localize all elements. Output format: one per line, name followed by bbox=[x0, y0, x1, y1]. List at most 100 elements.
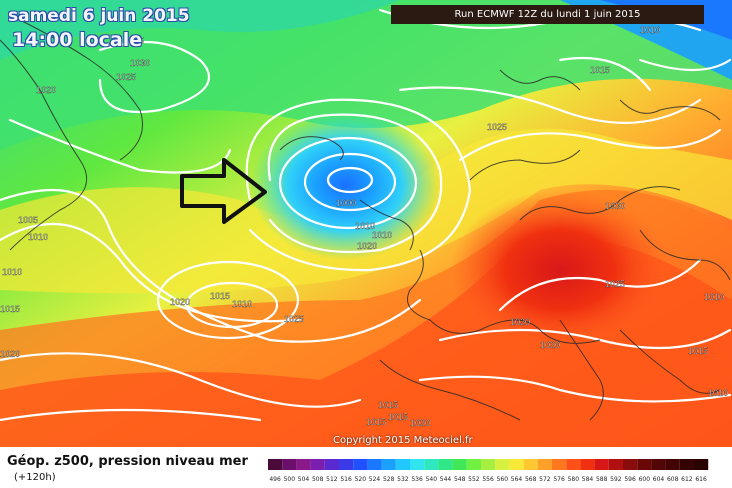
scale-swatch bbox=[310, 459, 325, 470]
scale-swatch bbox=[367, 459, 382, 470]
scale-swatch bbox=[608, 459, 623, 470]
scale-swatch bbox=[637, 459, 652, 470]
scale-swatch bbox=[339, 459, 354, 470]
scale-tick-label: 532 bbox=[397, 476, 409, 483]
scale-tick-label: 536 bbox=[411, 476, 423, 483]
scale-swatch bbox=[296, 459, 311, 470]
scale-tick-label: 576 bbox=[553, 476, 565, 483]
color-scale: 496 500 504 508 512 516 520 524 528 532 536 540 544 5… bbox=[268, 459, 709, 483]
scale-swatch bbox=[623, 459, 638, 470]
isobar-label: 1020 bbox=[36, 85, 56, 95]
legend-footer: Géop. z500, pression niveau mer (+120h) … bbox=[0, 447, 732, 488]
scale-tick-label: 548 bbox=[454, 476, 466, 483]
scale-tick-label: 572 bbox=[539, 476, 551, 483]
isobar-label: 1015 bbox=[378, 400, 398, 410]
forecast-date: samedi 6 juin 2015 bbox=[8, 6, 190, 26]
isobar-label: 1020 bbox=[540, 340, 560, 350]
isobar-label: 1010 bbox=[640, 25, 660, 35]
scale-tick-label: 564 bbox=[511, 476, 523, 483]
copyright-text: Copyright 2015 Meteociel.fr bbox=[333, 435, 473, 446]
scale-swatch bbox=[466, 459, 481, 470]
scale-tick-label: 604 bbox=[653, 476, 665, 483]
isobar-label: 1020 bbox=[357, 241, 377, 251]
scale-tick-label: 528 bbox=[383, 476, 395, 483]
scale-swatch bbox=[381, 459, 396, 470]
scale-tick-label: 584 bbox=[582, 476, 594, 483]
legend-title: Géop. z500, pression niveau mer bbox=[7, 454, 248, 469]
forecast-time: 14:00 locale bbox=[12, 29, 143, 51]
scale-tick-label: 596 bbox=[624, 476, 636, 483]
isobar-label: 1010 bbox=[372, 230, 392, 240]
weather-map: 1030 1025 1020 1010 1005 1010 1010 1015 … bbox=[0, 0, 732, 447]
isobar-label: 1020 bbox=[510, 317, 530, 327]
isobar-label: 1015 bbox=[366, 417, 386, 427]
scale-swatch bbox=[594, 459, 609, 470]
isobar-label: 1010 bbox=[232, 299, 252, 309]
isobar-label: 1015 bbox=[210, 291, 230, 301]
isobar-label: 1010 bbox=[28, 232, 48, 242]
scale-tick-label: 616 bbox=[695, 476, 707, 483]
scale-tick-label: 512 bbox=[326, 476, 338, 483]
scale-tick-label: 552 bbox=[468, 476, 480, 483]
scale-tick-label: 500 bbox=[284, 476, 296, 483]
isobar-label: 1030 bbox=[605, 201, 625, 211]
scale-tick-label: 544 bbox=[440, 476, 452, 483]
scale-tick-label: 580 bbox=[568, 476, 580, 483]
scale-tick-label: 608 bbox=[667, 476, 679, 483]
isobar-label: 1010 bbox=[704, 292, 724, 302]
isobar-label: 1025 bbox=[605, 279, 625, 289]
isobar-label: 1010 bbox=[2, 267, 22, 277]
model-run-banner: Run ECMWF 12Z du lundi 1 juin 2015 bbox=[391, 5, 704, 24]
isobar-label: 25 bbox=[134, 36, 144, 46]
isobar-label: 1015 bbox=[590, 65, 610, 75]
scale-tick-label: 592 bbox=[610, 476, 622, 483]
scale-tick-label: 524 bbox=[369, 476, 381, 483]
scale-tick-label: 496 bbox=[269, 476, 281, 483]
isobar-label: 1015 bbox=[0, 304, 20, 314]
scale-tick-label: 516 bbox=[340, 476, 352, 483]
scale-swatch bbox=[353, 459, 368, 470]
isobar-label: 1010 bbox=[708, 388, 728, 398]
scale-swatch bbox=[324, 459, 339, 470]
isobar-label: 1025 bbox=[116, 72, 136, 82]
scale-swatch bbox=[268, 459, 283, 470]
scale-swatch bbox=[410, 459, 425, 470]
scale-tick-label: 588 bbox=[596, 476, 608, 483]
isobar-label: 1010 bbox=[355, 221, 375, 231]
scale-tick-label: 520 bbox=[355, 476, 367, 483]
annotation-arrow-icon bbox=[180, 158, 267, 224]
isobar-label: 1020 bbox=[410, 418, 430, 428]
isobar-label: 1000 bbox=[336, 198, 356, 208]
scale-swatch bbox=[651, 459, 666, 470]
isobar-label: 1015 bbox=[688, 346, 708, 356]
isobar-label: 1005 bbox=[18, 215, 38, 225]
scale-swatch bbox=[481, 459, 496, 470]
scale-tick-label: 612 bbox=[681, 476, 693, 483]
scale-swatch bbox=[438, 459, 453, 470]
scale-tick-label: 600 bbox=[639, 476, 651, 483]
scale-swatch bbox=[495, 459, 510, 470]
scale-tick-label: 508 bbox=[312, 476, 324, 483]
scale-swatch bbox=[509, 459, 524, 470]
scale-swatch bbox=[424, 459, 439, 470]
scale-tick-label: 504 bbox=[298, 476, 310, 483]
scale-tick-label: 540 bbox=[426, 476, 438, 483]
legend-subtitle: (+120h) bbox=[14, 472, 56, 483]
scale-swatch bbox=[537, 459, 552, 470]
scale-swatch bbox=[523, 459, 538, 470]
scale-swatch bbox=[552, 459, 567, 470]
scale-swatch bbox=[566, 459, 581, 470]
scale-swatch bbox=[282, 459, 297, 470]
scale-swatch bbox=[580, 459, 595, 470]
scale-swatch bbox=[395, 459, 410, 470]
scale-tick-label: 556 bbox=[482, 476, 494, 483]
scale-swatch bbox=[665, 459, 680, 470]
scale-swatch bbox=[679, 459, 694, 470]
isobar-label: 1030 bbox=[130, 58, 150, 68]
scale-swatch bbox=[694, 459, 709, 470]
isobar-label: 1015 bbox=[388, 412, 408, 422]
isobar-label: 1020 bbox=[170, 297, 190, 307]
isobar-label: 1020 bbox=[0, 349, 20, 359]
scale-swatch bbox=[452, 459, 467, 470]
isobar-label: 1025 bbox=[284, 314, 304, 324]
